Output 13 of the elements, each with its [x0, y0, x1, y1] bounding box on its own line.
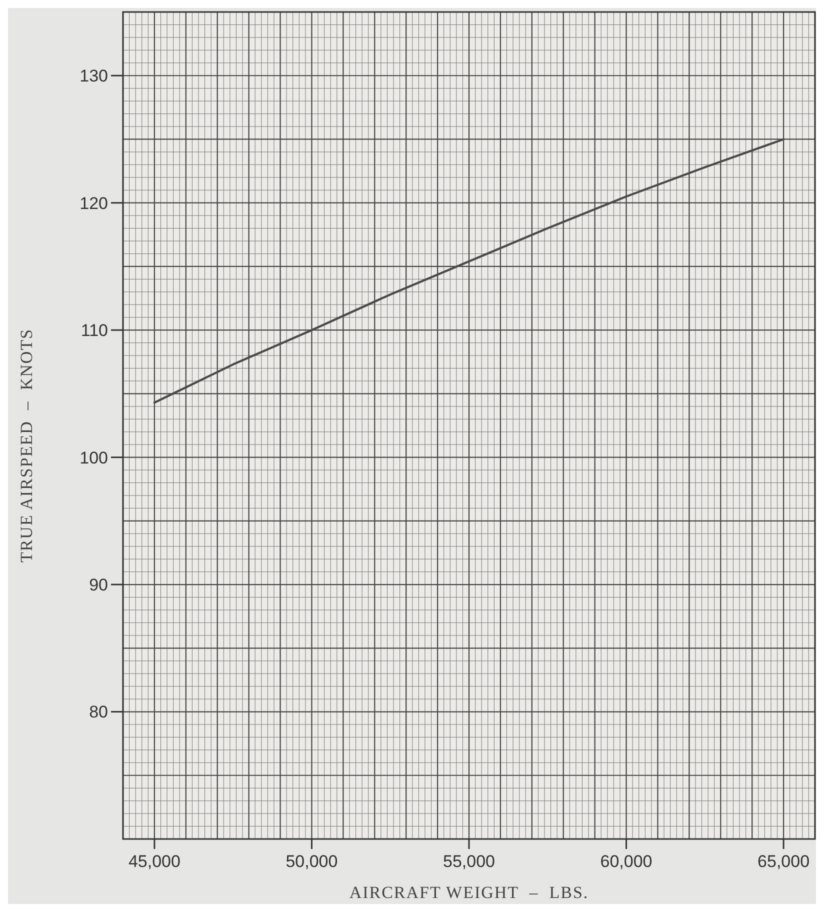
y-tick-label: 100: [80, 448, 108, 468]
y-tick-label: 120: [80, 194, 108, 213]
x-tick-label: 55,000: [443, 852, 495, 871]
x-tick-label: 45,000: [128, 852, 180, 871]
y-axis-title: TRUE AIRSPEED – KNOTS: [17, 328, 36, 563]
x-tick-label: 60,000: [600, 852, 652, 871]
x-axis-title: AIRCRAFT WEIGHT – LBS.: [349, 883, 589, 902]
y-tick-label: 90: [89, 575, 108, 594]
x-tick-label: 50,000: [286, 852, 338, 871]
y-tick-label: 130: [80, 66, 108, 86]
x-tick-label: 65,000: [758, 852, 810, 871]
y-tick-label: 110: [80, 321, 108, 340]
y-tick-label: 80: [89, 702, 108, 722]
